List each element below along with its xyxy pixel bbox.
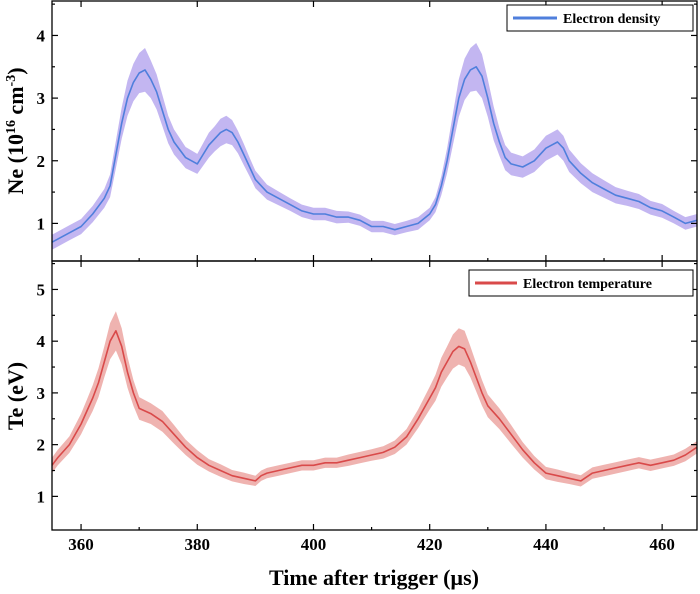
bottom-y-tick-label: 4 — [37, 332, 46, 351]
top-y-tick-label: 3 — [37, 89, 46, 108]
top-legend-box — [506, 4, 694, 32]
bottom-y-tick-label: 5 — [37, 280, 46, 299]
x-tick-label: 360 — [68, 535, 94, 554]
bottom-legend: Electron temperature — [468, 269, 694, 297]
top-plot-area — [51, 43, 698, 250]
top-legend-label: Electron density — [563, 12, 660, 27]
x-tick-label: 380 — [185, 535, 211, 554]
bottom-series-line — [51, 329, 698, 482]
top-series-line — [51, 66, 698, 243]
bottom-plot-area — [51, 311, 698, 487]
x-tick-label: 400 — [301, 535, 327, 554]
bottom-legend-label: Electron temperature — [523, 277, 652, 292]
top-y-tick-label: 4 — [37, 26, 46, 45]
bottom-x-axis: 360 380 400 420 440 460 — [68, 261, 675, 554]
x-tick-label: 420 — [417, 535, 443, 554]
top-legend: Electron density — [506, 4, 694, 32]
bottom-y-axis-title: Te (eV) — [3, 362, 28, 430]
bottom-panel-frame — [51, 260, 698, 531]
top-y-tick-label: 1 — [37, 214, 46, 233]
bottom-series-band — [52, 311, 697, 487]
bottom-panel: 1 2 3 4 5 360 380 400 420 440 460 Electron temper… — [3, 260, 698, 590]
bottom-y-tick-label: 3 — [37, 384, 46, 403]
top-panel: 1 2 3 4 Electron density Ne (1016 cm-3) — [3, 0, 698, 262]
x-axis-title: Time after trigger (µs) — [269, 565, 479, 590]
top-y-axis: 1 2 3 4 — [37, 3, 697, 233]
bottom-y-tick-label: 1 — [37, 487, 46, 506]
bottom-y-axis: 1 2 3 4 5 — [37, 262, 697, 506]
top-y-tick-label: 2 — [37, 152, 46, 171]
x-tick-label: 460 — [649, 535, 675, 554]
top-y-axis-title: Ne (1016 cm-3) — [3, 67, 28, 194]
bottom-y-tick-label: 2 — [37, 436, 46, 455]
x-tick-label: 440 — [533, 535, 559, 554]
top-series-band — [52, 43, 697, 250]
